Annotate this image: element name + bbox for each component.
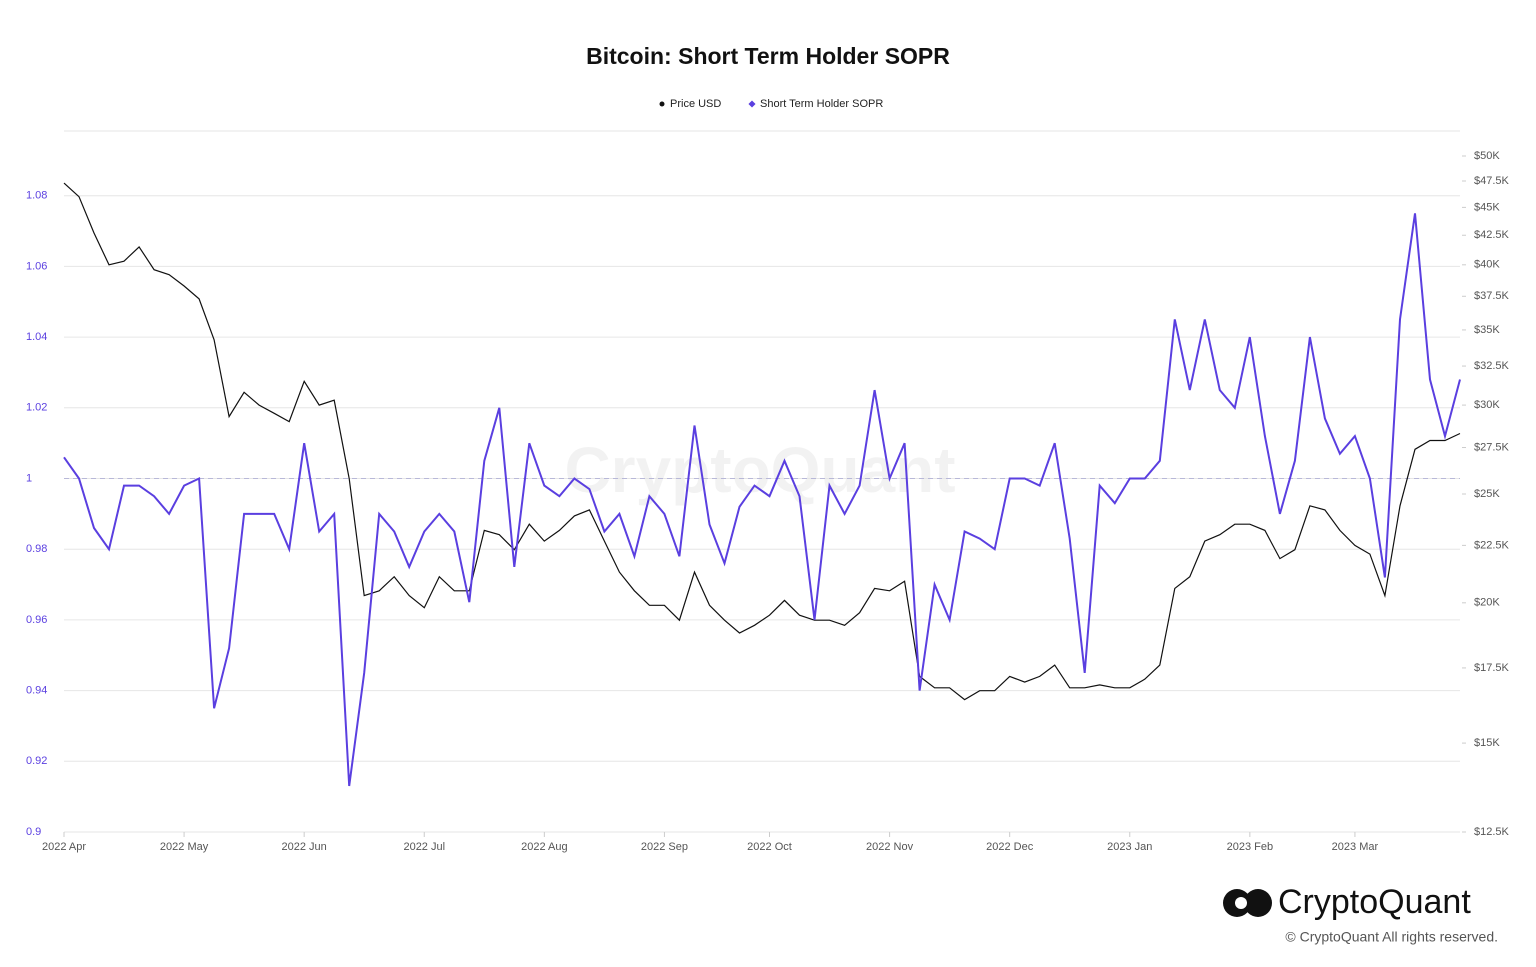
y-tick-label: 1.04 bbox=[26, 331, 47, 343]
y2-tick-label: $45K bbox=[1474, 201, 1500, 213]
x-tick-label: 2023 Feb bbox=[1227, 841, 1273, 853]
y2-tick-label: $50K bbox=[1474, 150, 1500, 162]
y-tick-label: 0.94 bbox=[26, 685, 47, 697]
x-tick-label: 2022 Oct bbox=[747, 841, 792, 853]
y-tick-label: 1.02 bbox=[26, 402, 47, 414]
y-tick-label: 0.98 bbox=[26, 543, 47, 555]
y2-tick-label: $32.5K bbox=[1474, 360, 1510, 372]
legend-label[interactable]: Short Term Holder SOPR bbox=[760, 98, 883, 110]
y2-tick-label: $40K bbox=[1474, 259, 1500, 271]
legend-label[interactable]: Price USD bbox=[670, 98, 721, 110]
y2-tick-label: $35K bbox=[1474, 324, 1500, 336]
y2-tick-label: $42.5K bbox=[1474, 229, 1510, 241]
y2-tick-label: $27.5K bbox=[1474, 441, 1510, 453]
y2-tick-label: $15K bbox=[1474, 737, 1500, 749]
y2-tick-label: $30K bbox=[1474, 399, 1500, 411]
y2-tick-label: $25K bbox=[1474, 488, 1500, 500]
x-tick-label: 2023 Jan bbox=[1107, 841, 1152, 853]
y2-tick-label: $22.5K bbox=[1474, 539, 1510, 551]
legend-marker bbox=[659, 101, 665, 107]
y-tick-label: 0.9 bbox=[26, 826, 41, 838]
y2-tick-label: $12.5K bbox=[1474, 826, 1510, 838]
x-tick-label: 2022 Sep bbox=[641, 841, 688, 853]
y-tick-label: 0.92 bbox=[26, 755, 47, 767]
y-tick-label: 1 bbox=[26, 472, 32, 484]
y2-tick-label: $47.5K bbox=[1474, 175, 1510, 187]
x-tick-label: 2022 Aug bbox=[521, 841, 568, 853]
x-tick-label: 2022 Nov bbox=[866, 841, 914, 853]
series-line bbox=[63, 213, 1461, 787]
y-tick-label: 0.96 bbox=[26, 614, 47, 626]
chart-title: Bitcoin: Short Term Holder SOPR bbox=[586, 43, 950, 69]
y2-tick-label: $17.5K bbox=[1474, 662, 1510, 674]
y-tick-label: 1.08 bbox=[26, 190, 47, 202]
x-tick-label: 2022 Jul bbox=[403, 841, 445, 853]
x-tick-label: 2022 Dec bbox=[986, 841, 1034, 853]
y-tick-label: 1.06 bbox=[26, 260, 47, 272]
logo-icon bbox=[1223, 889, 1272, 917]
x-tick-label: 2023 Mar bbox=[1332, 841, 1379, 853]
copyright: © CryptoQuant All rights reserved. bbox=[1285, 929, 1498, 945]
y2-tick-label: $20K bbox=[1474, 597, 1500, 609]
watermark: CryptoQuant bbox=[564, 434, 955, 506]
x-tick-label: 2022 Apr bbox=[42, 841, 86, 853]
x-tick-label: 2022 May bbox=[160, 841, 209, 853]
series-line bbox=[63, 182, 1461, 701]
legend-marker bbox=[748, 100, 756, 108]
logo-text: CryptoQuant bbox=[1278, 883, 1471, 921]
y2-tick-label: $37.5K bbox=[1474, 290, 1510, 302]
x-tick-label: 2022 Jun bbox=[282, 841, 327, 853]
